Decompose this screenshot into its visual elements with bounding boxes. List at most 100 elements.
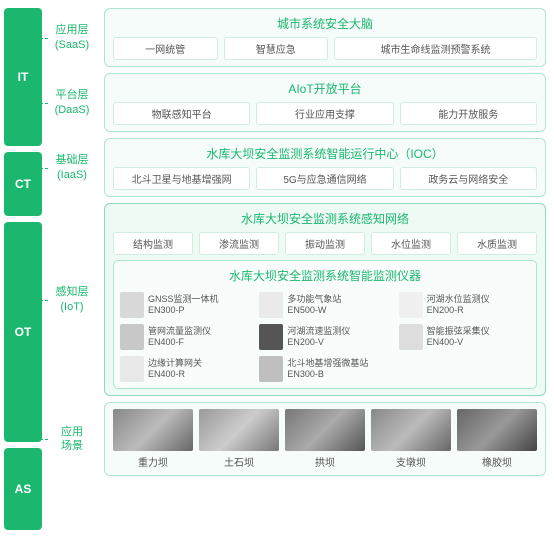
- layer-label-iot: 感知层 (IoT): [48, 203, 96, 396]
- daas-content: AIoT开放平台 物联感知平台 行业应用支撑 能力开放服务: [104, 73, 546, 132]
- block-ot: OT: [4, 222, 42, 442]
- device-grid: GNSS监测一体机 EN300-P 多功能气象站 EN500-W: [120, 292, 530, 382]
- pill: 振动监测: [285, 232, 365, 255]
- device-icon: [399, 292, 423, 318]
- device-text: 北斗地基增强微基站 EN300-B: [287, 358, 368, 380]
- layer-name-cn2: 场景: [61, 439, 83, 453]
- block-ct: CT: [4, 152, 42, 216]
- scene-label: 拱坝: [315, 454, 335, 469]
- device-name: 北斗地基增强微基站: [287, 358, 368, 369]
- pill: 渗流监测: [199, 232, 279, 255]
- device-model: EN200-V: [287, 337, 350, 348]
- device-model: EN400-V: [427, 337, 490, 348]
- pill: 行业应用支撑: [256, 102, 393, 125]
- device-text: GNSS监测一体机 EN300-P: [148, 294, 219, 316]
- scene-item: 支墩坝: [371, 409, 451, 469]
- device-name: 边缘计算网关: [148, 358, 202, 369]
- layer-name-cn: 平台层: [56, 88, 89, 102]
- layer-name-cn: 应用: [61, 425, 83, 439]
- device-name: 多功能气象站: [287, 294, 341, 305]
- saas-title: 城市系统安全大脑: [113, 15, 537, 32]
- device-item: 河湖水位监测仪 EN200-R: [399, 292, 530, 318]
- layer-daas: 平台层 (DaaS) AIoT开放平台 物联感知平台 行业应用支撑 能力开放服务: [48, 73, 546, 132]
- pill: 物联感知平台: [113, 102, 250, 125]
- layer-label-daas: 平台层 (DaaS): [48, 73, 96, 132]
- scene-label: 土石坝: [224, 454, 254, 469]
- device-model: EN200-R: [427, 305, 490, 316]
- pill: 水位监测: [371, 232, 451, 255]
- device-name: GNSS监测一体机: [148, 294, 219, 305]
- device-name: 智能振弦采集仪: [427, 326, 490, 337]
- pill: 政务云与网络安全: [400, 167, 537, 190]
- scene-image: [371, 409, 451, 451]
- saas-content: 城市系统安全大脑 一网统管 智慧应急 城市生命线监测预警系统: [104, 8, 546, 67]
- device-name: 河湖流速监测仪: [287, 326, 350, 337]
- layer-name-en: (DaaS): [55, 103, 90, 117]
- device-icon: [120, 292, 144, 318]
- device-icon: [259, 324, 283, 350]
- layer-name-cn: 应用层: [56, 23, 89, 37]
- iaas-content: 水库大坝安全监测系统智能运行中心（IOC） 北斗卫星与地基增强网 5G与应急通信…: [104, 138, 546, 197]
- device-model: EN500-W: [287, 305, 341, 316]
- device-item: GNSS监测一体机 EN300-P: [120, 292, 251, 318]
- scene-row: 重力坝 土石坝 拱坝 支墩坝: [113, 409, 537, 469]
- left-category-column: IT CT OT AS: [4, 8, 42, 531]
- pill: 5G与应急通信网络: [256, 167, 393, 190]
- daas-pill-row: 物联感知平台 行业应用支撑 能力开放服务: [113, 102, 537, 125]
- scene-item: 土石坝: [199, 409, 279, 469]
- device-name: 管网流量监测仪: [148, 326, 211, 337]
- daas-title: AIoT开放平台: [113, 80, 537, 97]
- layer-iaas: 基础层 (IaaS) 水库大坝安全监测系统智能运行中心（IOC） 北斗卫星与地基…: [48, 138, 546, 197]
- device-text: 多功能气象站 EN500-W: [287, 294, 341, 316]
- scene-image: [457, 409, 537, 451]
- saas-pill-row: 一网统管 智慧应急 城市生命线监测预警系统: [113, 37, 537, 60]
- device-model: EN300-P: [148, 305, 219, 316]
- device-text: 智能振弦采集仪 EN400-V: [427, 326, 490, 348]
- layer-label-saas: 应用层 (SaaS): [48, 8, 96, 67]
- scene-image: [199, 409, 279, 451]
- device-model: EN400-R: [148, 369, 202, 380]
- layer-name-en: (SaaS): [55, 38, 89, 52]
- device-item: 智能振弦采集仪 EN400-V: [399, 324, 530, 350]
- device-icon: [120, 324, 144, 350]
- device-model: EN400-F: [148, 337, 211, 348]
- iot-network-pills: 结构监测 渗流监测 振动监测 水位监测 水质监测: [113, 232, 537, 255]
- layer-as: 应用 场景 重力坝 土石坝 拱坝: [48, 402, 546, 476]
- iot-content: 水库大坝安全监测系统感知网络 结构监测 渗流监测 振动监测 水位监测 水质监测 …: [104, 203, 546, 396]
- iot-device-title: 水库大坝安全监测系统智能监测仪器: [120, 267, 530, 284]
- pill: 北斗卫星与地基增强网: [113, 167, 250, 190]
- layer-label-iaas: 基础层 (IaaS): [48, 138, 96, 197]
- scene-image: [285, 409, 365, 451]
- pill: 一网统管: [113, 37, 218, 60]
- device-item: 边缘计算网关 EN400-R: [120, 356, 251, 382]
- device-text: 边缘计算网关 EN400-R: [148, 358, 202, 380]
- pill: 城市生命线监测预警系统: [334, 37, 537, 60]
- scene-label: 橡胶坝: [482, 454, 512, 469]
- device-name: 河湖水位监测仪: [427, 294, 490, 305]
- layer-name-cn: 感知层: [56, 285, 89, 299]
- pill: 水质监测: [457, 232, 537, 255]
- block-as: AS: [4, 448, 42, 530]
- right-content-column: 应用层 (SaaS) 城市系统安全大脑 一网统管 智慧应急 城市生命线监测预警系…: [48, 8, 546, 531]
- layer-iot: 感知层 (IoT) 水库大坝安全监测系统感知网络 结构监测 渗流监测 振动监测 …: [48, 203, 546, 396]
- scene-image: [113, 409, 193, 451]
- device-item: 多功能气象站 EN500-W: [259, 292, 390, 318]
- device-item: 北斗地基增强微基站 EN300-B: [259, 356, 390, 382]
- scene-item: 拱坝: [285, 409, 365, 469]
- scene-item: 重力坝: [113, 409, 193, 469]
- layer-name-en: (IoT): [60, 300, 83, 314]
- device-text: 河湖水位监测仪 EN200-R: [427, 294, 490, 316]
- device-item: 管网流量监测仪 EN400-F: [120, 324, 251, 350]
- pill: 能力开放服务: [400, 102, 537, 125]
- device-model: EN300-B: [287, 369, 368, 380]
- as-content: 重力坝 土石坝 拱坝 支墩坝: [104, 402, 546, 476]
- block-it: IT: [4, 8, 42, 146]
- layer-saas: 应用层 (SaaS) 城市系统安全大脑 一网统管 智慧应急 城市生命线监测预警系…: [48, 8, 546, 67]
- device-icon: [120, 356, 144, 382]
- layer-label-as: 应用 场景: [48, 402, 96, 476]
- architecture-diagram: IT CT OT AS 应用层 (SaaS) 城市系统安全大脑 一网统管 智慧应…: [0, 0, 554, 539]
- iaas-pill-row: 北斗卫星与地基增强网 5G与应急通信网络 政务云与网络安全: [113, 167, 537, 190]
- device-icon: [259, 292, 283, 318]
- device-item: 河湖流速监测仪 EN200-V: [259, 324, 390, 350]
- device-icon: [259, 356, 283, 382]
